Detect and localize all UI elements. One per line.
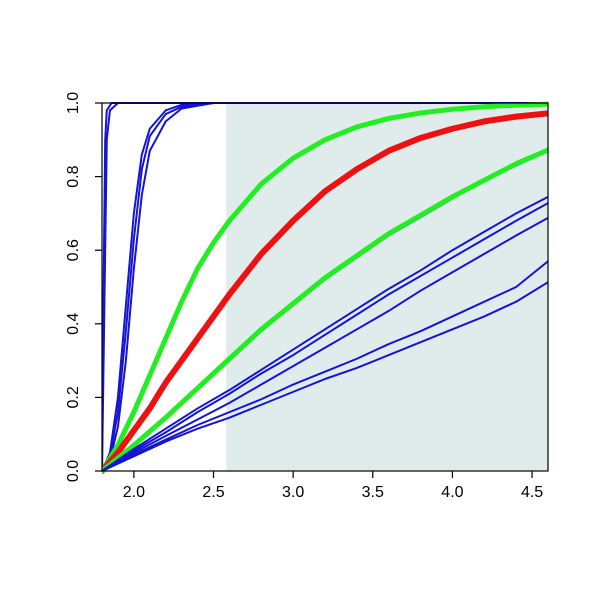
series-line-7	[102, 110, 548, 474]
series-layer	[102, 101, 548, 474]
plot-frame	[101, 102, 549, 472]
shaded-region	[226, 103, 548, 471]
x-tick-label: 3.5	[362, 484, 384, 501]
x-tick-label: 2.5	[202, 484, 224, 501]
y-tick-label: 0.2	[65, 386, 82, 408]
series-line-10	[102, 195, 548, 472]
y-tick-label: 0.6	[65, 239, 82, 261]
y-tick-label: 0.4	[65, 313, 82, 335]
y-tick-label: 0.8	[65, 165, 82, 187]
series-line-4	[102, 102, 548, 472]
x-tick-label: 2.0	[123, 484, 145, 501]
x-tick-label: 4.0	[441, 484, 463, 501]
y-tick-label: 0.0	[65, 460, 82, 482]
series-line-9	[102, 147, 548, 474]
series-line-5	[102, 102, 548, 472]
x-tick-label: 4.5	[521, 484, 543, 501]
series-line-13	[102, 260, 548, 472]
axes-layer: 2.0 2.5 3.0 3.5 4.0 4.5 0.0 0.2 0.4 0.6 0.8 1.0	[65, 92, 549, 501]
series-line-11	[102, 202, 548, 472]
series-line-14	[102, 281, 548, 472]
series-line-12	[102, 216, 548, 472]
x-tick-label: 3.0	[282, 484, 304, 501]
y-tick-label: 1.0	[65, 92, 82, 114]
shaded-region-layer	[226, 103, 548, 471]
series-line-6	[102, 101, 548, 474]
series-line-3	[102, 102, 548, 472]
